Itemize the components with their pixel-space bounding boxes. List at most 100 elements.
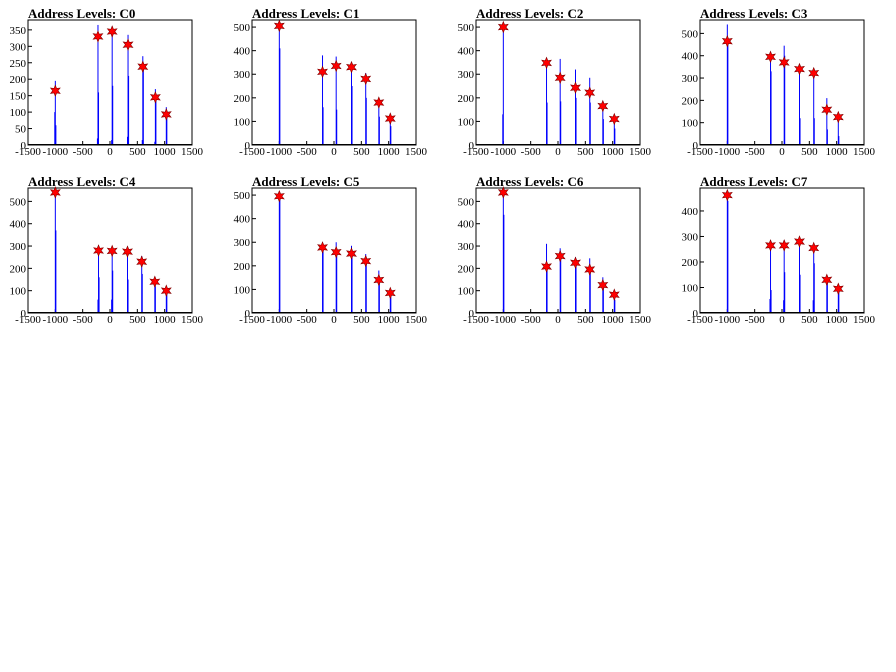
peak-marker — [317, 241, 328, 254]
x-tick-label: -1000 — [42, 146, 68, 158]
peak-marker — [106, 244, 118, 258]
x-tick-label: -1000 — [42, 314, 68, 326]
x-tick-label: -1500 — [463, 314, 489, 326]
chart-title: Address Levels: C2 — [476, 6, 583, 21]
peak-marker — [360, 254, 372, 268]
y-tick-label: 500 — [10, 196, 27, 208]
x-tick-label: -500 — [745, 314, 766, 326]
peak-marker — [778, 239, 790, 252]
x-tick-label: -500 — [73, 146, 94, 158]
x-tick-label: -500 — [73, 314, 94, 326]
peak-marker — [373, 96, 385, 109]
x-tick-label: 1000 — [602, 314, 625, 326]
peak-marker — [93, 244, 104, 257]
peak-marker — [765, 239, 776, 252]
y-tick-label: 200 — [234, 261, 251, 273]
y-tick-label: 0 — [693, 140, 699, 152]
plot-frame — [475, 19, 641, 146]
peak-marker — [273, 189, 285, 203]
peak-marker — [330, 59, 342, 73]
x-tick-label: -500 — [297, 314, 318, 326]
y-tick-label: 300 — [10, 41, 27, 53]
x-tick-label: 1000 — [154, 146, 177, 158]
x-tick-label: 1000 — [378, 146, 401, 158]
chart-svg: Address Levels: C40100200300400500-1500-… — [10, 174, 204, 326]
y-tick-label: 100 — [10, 107, 27, 119]
x-tick-label: -1500 — [687, 314, 713, 326]
x-tick-label: -1500 — [463, 146, 489, 158]
peak-marker — [49, 186, 61, 199]
y-tick-label: 400 — [682, 51, 699, 63]
peak-marker — [541, 56, 552, 70]
x-tick-label: -1500 — [15, 146, 41, 158]
peak-marker — [360, 72, 372, 86]
peak-marker — [554, 249, 566, 263]
x-tick-label: 1000 — [602, 146, 625, 158]
plot-frame — [251, 19, 417, 146]
y-tick-label: 400 — [682, 206, 699, 218]
plot-frame — [27, 19, 193, 146]
x-tick-label: 0 — [555, 314, 561, 326]
y-tick-label: 500 — [234, 190, 251, 202]
peak-marker — [584, 263, 596, 276]
y-tick-label: 100 — [234, 284, 251, 296]
y-tick-label: 200 — [682, 257, 699, 269]
chart-svg: Address Levels: C10100200300400500-1500-… — [234, 6, 428, 158]
x-tick-label: 0 — [331, 314, 337, 326]
y-tick-label: 0 — [245, 140, 251, 152]
x-tick-label: 500 — [129, 146, 146, 158]
y-tick-label: 0 — [693, 308, 699, 320]
peak-marker — [122, 38, 134, 51]
peak-marker — [346, 247, 357, 260]
chart-svg: Address Levels: C20100200300400500-1500-… — [458, 6, 652, 158]
x-tick-label: -1000 — [266, 314, 292, 326]
peak-marker — [106, 25, 118, 38]
chart-panel-6: Address Levels: C6 0 100 200 300 400 500 -1500-… — [448, 168, 672, 336]
x-tick-label: -500 — [521, 146, 542, 158]
y-tick-label: 0 — [21, 308, 27, 320]
peak-marker — [808, 241, 820, 255]
peak-marker — [497, 20, 509, 34]
peak-marker — [794, 62, 805, 76]
x-tick-label: -500 — [297, 146, 318, 158]
y-tick-label: 300 — [234, 69, 251, 81]
peak-marker — [597, 99, 609, 113]
x-tick-label: 1000 — [826, 314, 849, 326]
peak-marker — [122, 245, 133, 258]
y-tick-label: 0 — [469, 308, 475, 320]
peak-marker — [570, 256, 581, 270]
peak-marker — [597, 278, 609, 292]
y-tick-label: 500 — [682, 28, 699, 40]
peak-marker — [794, 235, 805, 248]
peak-marker — [808, 66, 820, 80]
y-tick-label: 150 — [10, 91, 27, 103]
peak-marker — [778, 56, 790, 69]
y-tick-label: 500 — [458, 22, 475, 34]
x-tick-label: 500 — [577, 146, 594, 158]
y-tick-label: 400 — [458, 46, 475, 58]
peak-marker — [721, 188, 733, 202]
x-tick-label: 1500 — [853, 314, 876, 326]
x-tick-label: 1500 — [629, 314, 652, 326]
peak-marker — [317, 65, 328, 79]
x-tick-label: 500 — [577, 314, 594, 326]
y-tick-label: 400 — [458, 219, 475, 231]
peak-marker — [608, 288, 620, 302]
y-tick-label: 100 — [10, 286, 27, 298]
x-tick-label: 1500 — [629, 146, 652, 158]
y-tick-label: 400 — [10, 219, 27, 231]
peak-marker — [149, 90, 161, 104]
x-tick-label: 0 — [107, 146, 113, 158]
peak-marker — [554, 71, 566, 85]
y-tick-label: 200 — [682, 95, 699, 107]
x-tick-label: 0 — [555, 146, 561, 158]
peak-marker — [160, 108, 172, 121]
peak-marker — [273, 19, 285, 33]
peak-marker — [346, 60, 357, 74]
x-tick-label: -1000 — [266, 146, 292, 158]
y-tick-label: 500 — [234, 22, 251, 34]
chart-title: Address Levels: C1 — [252, 6, 359, 21]
peak-marker — [137, 60, 149, 74]
peak-marker — [570, 81, 581, 94]
x-tick-label: -1500 — [239, 146, 265, 158]
